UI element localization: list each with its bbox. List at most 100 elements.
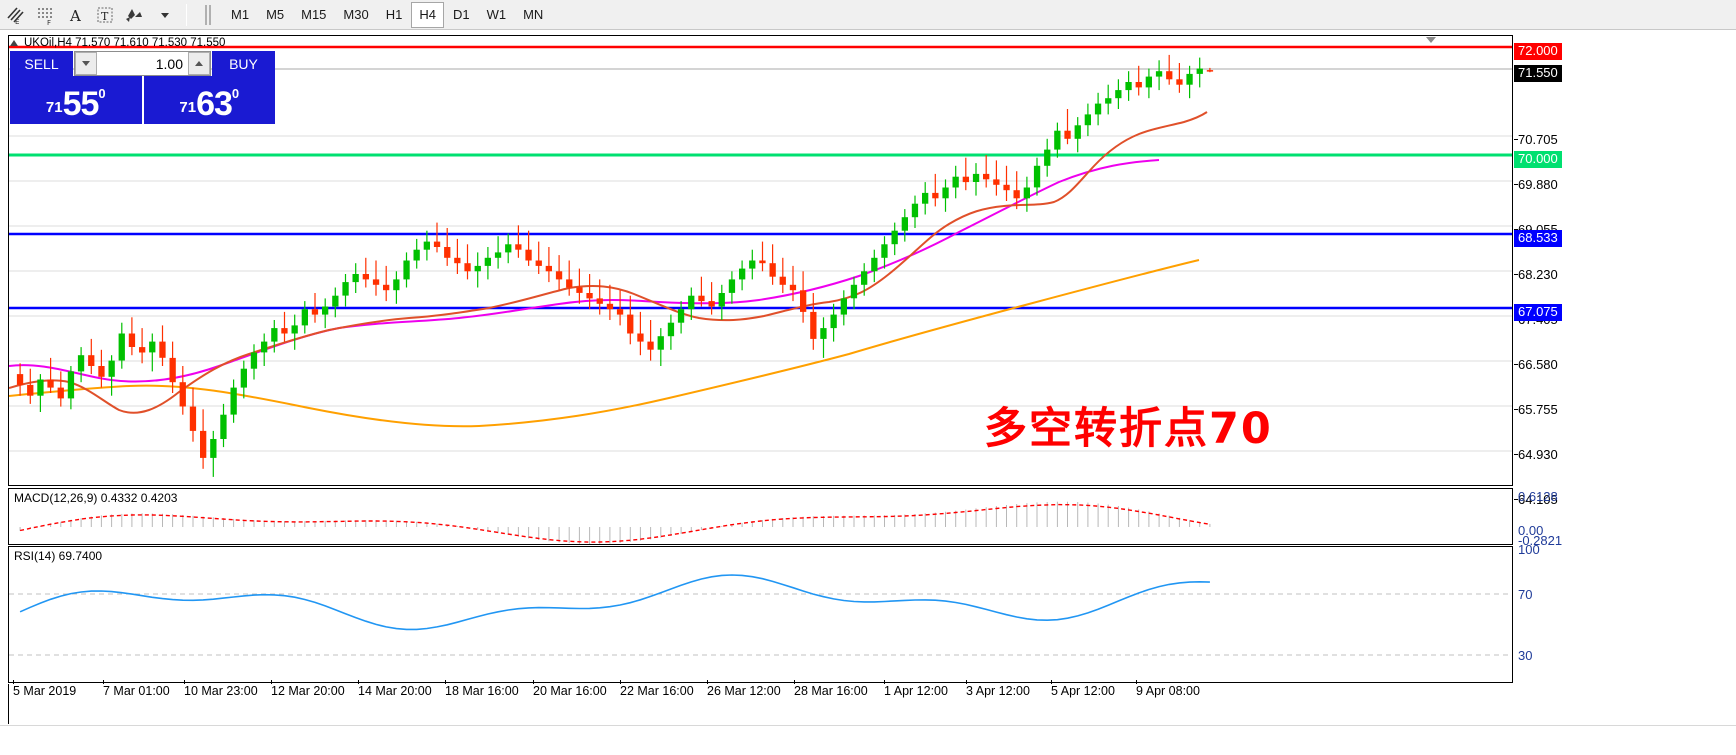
- rsi-pane[interactable]: RSI(14) 69.7400: [8, 546, 1513, 683]
- price-axis-tick: [1514, 184, 1518, 185]
- svg-text:F: F: [47, 19, 51, 25]
- time-axis-label: 5 Mar 2019: [13, 684, 77, 698]
- buy-price-prefix: 71: [179, 99, 197, 116]
- dropdown-arrow-icon[interactable]: [150, 1, 180, 29]
- price-axis-label: 64.105: [1518, 492, 1558, 507]
- price-axis-label: 65.755: [1518, 402, 1558, 417]
- price-axis-tick: [1514, 364, 1518, 365]
- time-axis-tick: [707, 680, 708, 684]
- time-axis: 5 Mar 2019 7 Mar 01:00 10 Mar 23:00 12 Mar …: [8, 680, 1513, 724]
- sell-price-big: 55: [62, 85, 100, 123]
- sell-price-prefix: 71: [45, 99, 63, 116]
- timeframe-m15[interactable]: M15: [301, 7, 327, 22]
- volume-decrease-icon[interactable]: [75, 52, 97, 75]
- time-axis-tick: [1051, 680, 1052, 684]
- chart-collapse-triangle-icon[interactable]: [10, 40, 18, 46]
- macd-histogram: [19, 501, 1211, 544]
- macd-pane[interactable]: MACD(12,26,9) 0.4332 0.4203: [8, 488, 1513, 545]
- sell-price-display[interactable]: 71 55 0: [10, 76, 142, 124]
- time-axis-label: 1 Apr 12:00: [884, 684, 948, 698]
- volume-value[interactable]: 1.00: [155, 55, 183, 72]
- time-axis-label: 18 Mar 16:00: [445, 684, 519, 698]
- time-axis-label: 22 Mar 16:00: [620, 684, 694, 698]
- volume-stepper[interactable]: 1.00: [74, 51, 211, 76]
- timeframe-m5[interactable]: M5: [266, 7, 285, 22]
- time-axis-tick: [620, 680, 621, 684]
- time-axis-tick: [533, 680, 534, 684]
- price-badge-level-blue[interactable]: 67.075: [1514, 304, 1562, 321]
- symbol-header-text: UKOil,H4 71.570 71.610 71.530 71.550: [24, 37, 226, 49]
- price-axis-tick: [1514, 454, 1518, 455]
- time-axis-label: 20 Mar 16:00: [533, 684, 607, 698]
- sell-button[interactable]: SELL: [10, 51, 73, 76]
- macd-chart-svg: [19, 501, 1211, 544]
- timeframe-h4[interactable]: H4: [411, 1, 444, 28]
- macd-label: MACD(12,26,9) 0.4332 0.4203: [14, 491, 178, 505]
- candlestick-series: [16, 54, 1214, 477]
- svg-text:A: A: [69, 7, 81, 25]
- svg-text:E: E: [15, 18, 19, 25]
- rsi-label: RSI(14) 69.7400: [14, 549, 103, 563]
- time-axis-tick: [445, 680, 446, 684]
- drawings-icon[interactable]: [120, 1, 150, 29]
- chart-annotation-text: 多空转折点70: [984, 404, 1273, 454]
- macd-axis-label: 0.00: [1518, 523, 1544, 538]
- grid-icon[interactable]: F: [30, 1, 60, 29]
- rsi-axis-label: 70: [1518, 587, 1533, 602]
- timeframe-m1[interactable]: M1: [231, 7, 250, 22]
- time-axis-tick: [358, 680, 359, 684]
- price-axis-tick: [1514, 139, 1518, 140]
- price-badge-level-blue[interactable]: 68.533: [1514, 230, 1562, 247]
- macd-axis: 0.6128 0.00 -0.2821: [1514, 488, 1736, 548]
- time-axis-tick: [1136, 680, 1137, 684]
- bottom-strip: [0, 725, 1736, 739]
- rsi-chart-svg: [9, 574, 1512, 656]
- timeframe-mn[interactable]: MN: [523, 7, 544, 22]
- macd-axis-label: 0.6128: [1518, 489, 1558, 504]
- buy-price-display[interactable]: 71 63 0: [143, 76, 275, 124]
- price-badge-ask-line[interactable]: 72.000: [1514, 43, 1562, 60]
- grip-handle-icon[interactable]: [193, 1, 223, 29]
- timeframe-w1[interactable]: W1: [486, 7, 507, 22]
- rsi-axis-label: 30: [1518, 648, 1533, 663]
- time-axis-label: 7 Mar 01:00: [103, 684, 170, 698]
- ma-fast-line: [9, 111, 1208, 414]
- volume-increase-icon[interactable]: [188, 52, 210, 75]
- price-badge-support-green[interactable]: 70.000: [1514, 151, 1562, 168]
- templates-icon[interactable]: E: [0, 1, 30, 29]
- buy-price-sup: 0: [231, 86, 240, 101]
- one-click-trading-panel[interactable]: SELL 1.00 BUY 71 55 0 71 63 0: [10, 51, 275, 124]
- symbol-header: UKOil,H4 71.570 71.610 71.530 71.550: [10, 36, 225, 50]
- text-icon[interactable]: A: [60, 1, 90, 29]
- macd-signal-line: [19, 503, 1211, 543]
- rsi-axis-label: 100: [1518, 542, 1540, 557]
- chevron-down-icon[interactable]: [1426, 37, 1436, 43]
- sell-price-sup: 0: [98, 86, 106, 101]
- price-axis-label: 68.230: [1518, 267, 1558, 282]
- price-axis[interactable]: 70.70569.88069.05568.23067.40566.58065.7…: [1514, 35, 1736, 506]
- price-axis-label: 69.880: [1518, 177, 1558, 192]
- price-axis-label: 70.705: [1518, 132, 1558, 147]
- time-axis-tick: [794, 680, 795, 684]
- time-axis-tick: [184, 680, 185, 684]
- price-axis-tick: [1514, 274, 1518, 275]
- price-axis-tick: [1514, 229, 1518, 230]
- macd-axis-label: -0.2821: [1518, 533, 1563, 548]
- price-badge-last-price[interactable]: 71.550: [1514, 65, 1562, 82]
- buy-button[interactable]: BUY: [212, 51, 275, 76]
- text-label-icon[interactable]: T: [90, 1, 120, 29]
- price-chart-svg: [9, 45, 1512, 477]
- time-axis-tick: [103, 680, 104, 684]
- time-axis-label: 26 Mar 12:00: [707, 684, 781, 698]
- timeframe-m30[interactable]: M30: [343, 7, 369, 22]
- time-axis-tick: [966, 680, 967, 684]
- time-axis-tick: [13, 680, 14, 684]
- price-axis-label: 64.930: [1518, 447, 1558, 462]
- toolbar-separator: [186, 3, 187, 26]
- svg-text:T: T: [101, 10, 109, 23]
- timeframe-d1[interactable]: D1: [452, 7, 470, 22]
- timeframe-h1[interactable]: H1: [385, 7, 403, 22]
- time-axis-tick: [271, 680, 272, 684]
- price-axis-tick: [1514, 499, 1518, 500]
- time-axis-label: 28 Mar 16:00: [794, 684, 868, 698]
